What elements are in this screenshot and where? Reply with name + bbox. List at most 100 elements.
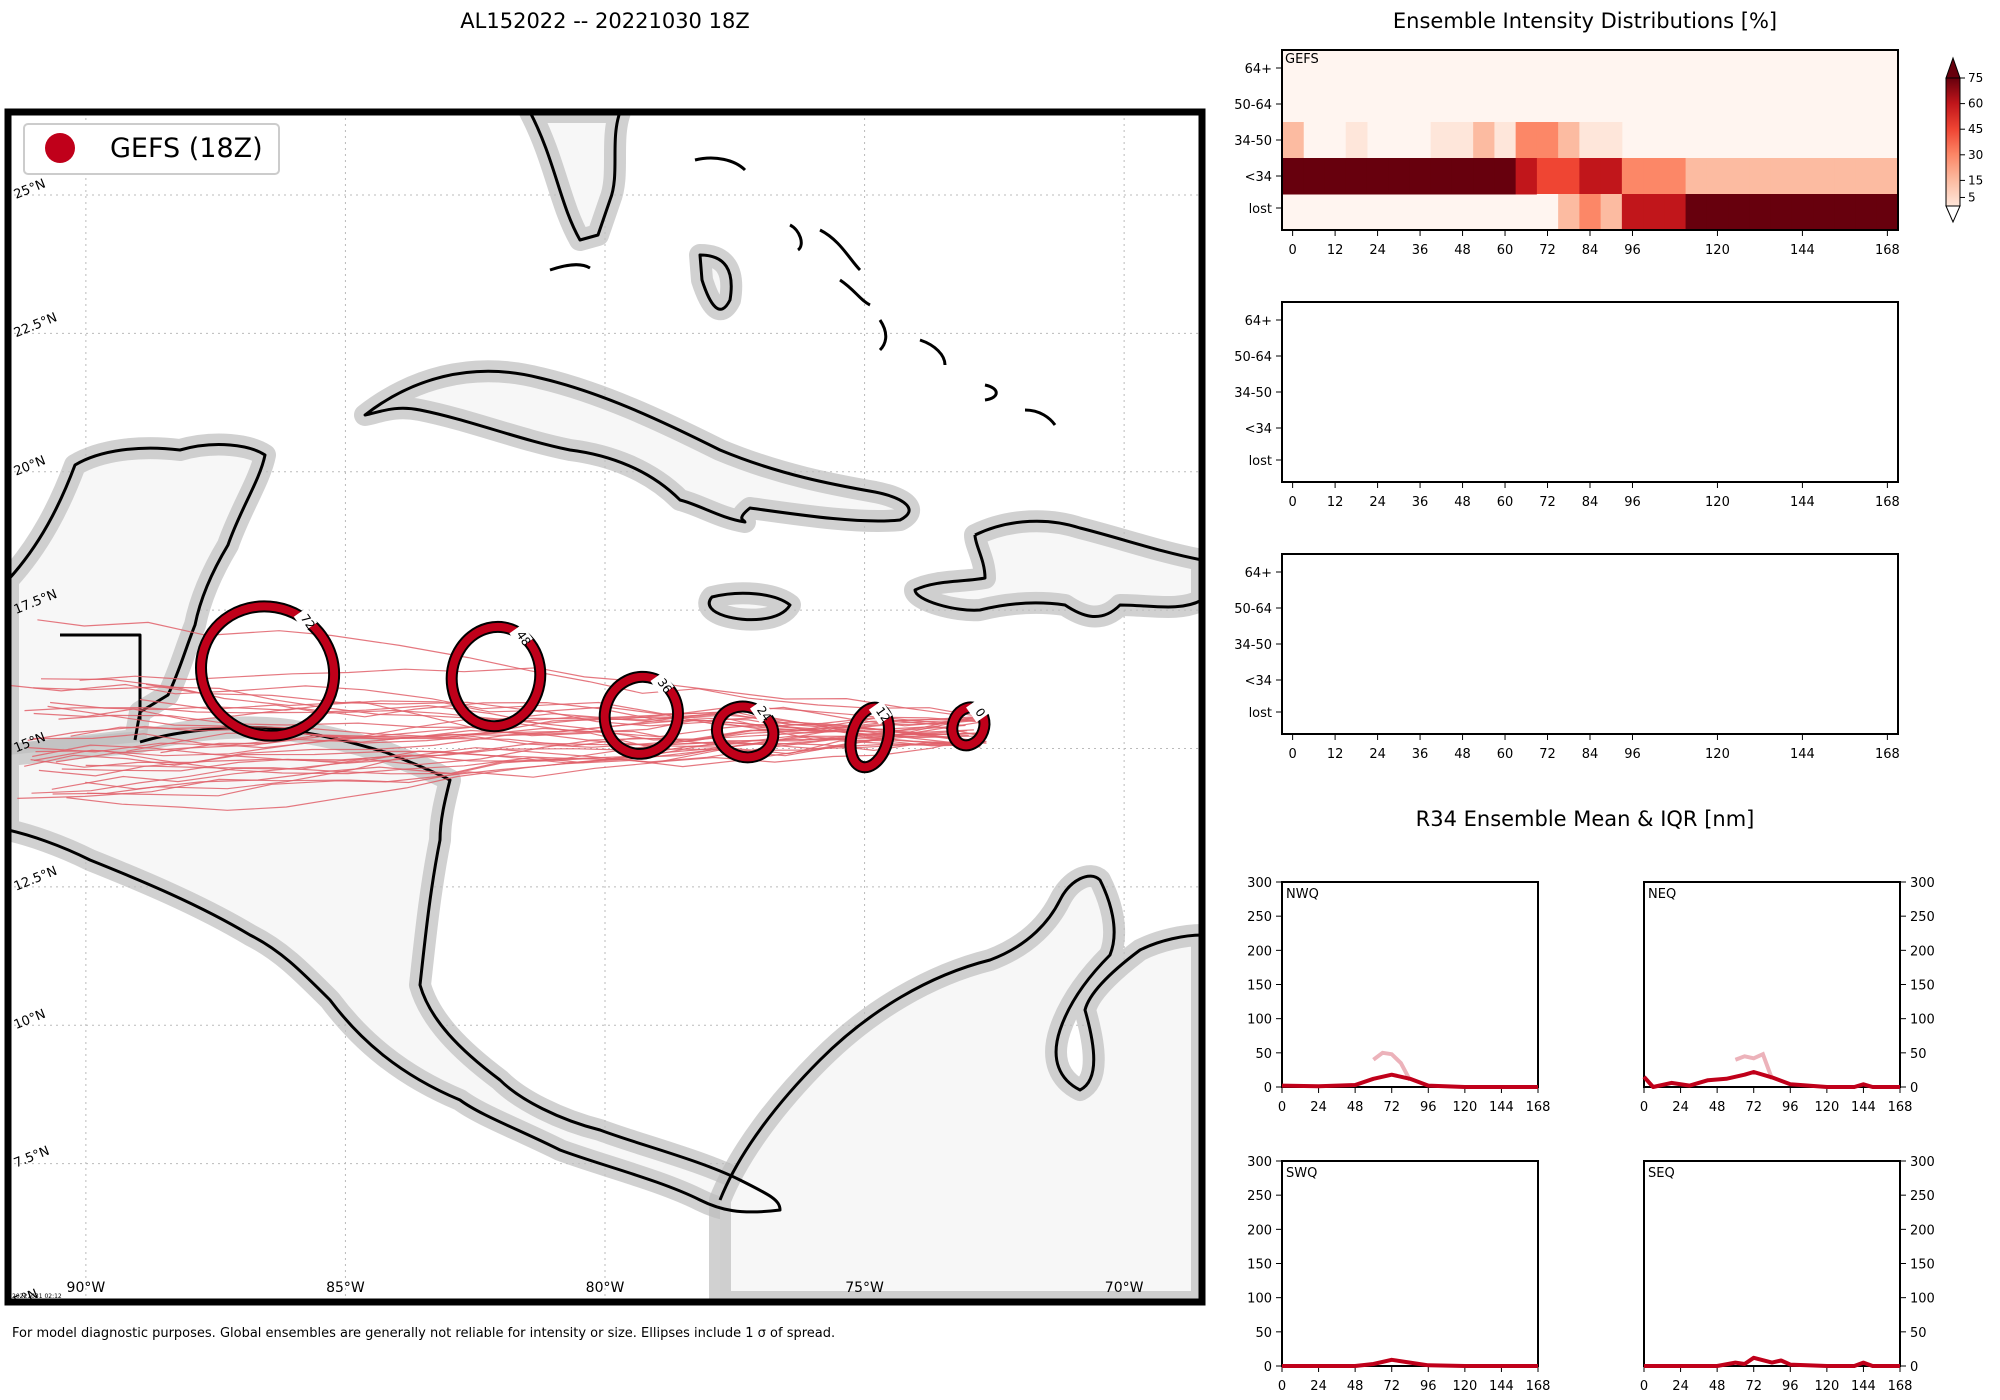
- ensemble-track: [9, 683, 977, 727]
- r34-y-tick-label: 50: [1255, 1326, 1272, 1341]
- row-tick-label: 50-64: [1234, 602, 1272, 617]
- r34-x-tick-label: 144: [1851, 1379, 1876, 1394]
- r34-x-tick-label: 144: [1489, 1100, 1514, 1115]
- intensity-panel: 64+ 50-64 34-50 <34 lost 0 12 24 36 48 60 72 84 96 120…: [1234, 301, 1900, 510]
- r34-panel: SWQ 0 50 100 150 200 250 300 0 24 48 72 96 120 144 168: [1247, 1155, 1550, 1394]
- row-tick-label: 64+: [1245, 314, 1272, 329]
- heatmap-cell: [1728, 158, 1750, 195]
- r34-panel: SEQ 0 50 100 150 200 250 300 0 24 48 72 96 120 144 168: [1640, 1155, 1935, 1394]
- r34-y-tick-label: 100: [1247, 1013, 1272, 1028]
- heatmap-cell: [1494, 158, 1517, 195]
- heatmap-cell: [1579, 122, 1602, 159]
- r34-y-tick-label: 100: [1910, 1292, 1935, 1307]
- hour-tick-label: 96: [1624, 495, 1641, 510]
- hour-tick-label: 48: [1454, 495, 1471, 510]
- map-frame: [4, 108, 1206, 1306]
- ellipse-label-bg: [650, 671, 674, 696]
- ensemble-track: [139, 698, 986, 741]
- hour-tick-label: 168: [1875, 243, 1900, 258]
- heatmap-cell: [1643, 158, 1665, 195]
- r34-x-tick-label: 144: [1851, 1100, 1876, 1115]
- heatmap-cell: [1791, 194, 1814, 231]
- heatmap-cell: [1409, 158, 1432, 195]
- r34-y-tick-label: 200: [1910, 1223, 1935, 1238]
- r34-x-tick-label: 72: [1745, 1379, 1762, 1394]
- r34-x-tick-label: 120: [1814, 1100, 1839, 1115]
- r34-x-tick-label: 168: [1888, 1379, 1913, 1394]
- heatmap-frame: [1281, 301, 1899, 483]
- row-tick-label: <34: [1245, 170, 1272, 185]
- heatmap-cell: [1536, 158, 1559, 195]
- heatmap-cell: [1515, 158, 1538, 195]
- hour-tick-label: 96: [1624, 747, 1641, 762]
- heatmap-cell: [1579, 194, 1602, 231]
- colorbar-top-arrow: [1945, 56, 1961, 79]
- heatmap-cell: [1855, 194, 1878, 231]
- r34-y-tick-label: 0: [1264, 1081, 1272, 1096]
- heatmap-cell: [1345, 122, 1368, 159]
- r34-x-tick-label: 24: [1310, 1100, 1327, 1115]
- r34-x-tick-label: 72: [1383, 1100, 1400, 1115]
- r34-y-tick-label: 0: [1910, 1081, 1918, 1096]
- r34-frame: [1281, 881, 1539, 1088]
- intensity-colorbar: 5 15 30 45 60 75: [1945, 56, 1983, 224]
- heatmap-cell: [1600, 122, 1623, 159]
- hour-tick-label: 60: [1497, 747, 1514, 762]
- hour-tick-label: 84: [1582, 243, 1599, 258]
- r34-x-tick-label: 72: [1383, 1379, 1400, 1394]
- heatmap-cell: [1749, 158, 1772, 195]
- hour-tick-label: 120: [1705, 747, 1730, 762]
- hour-tick-label: 12: [1327, 495, 1344, 510]
- ensemble-track: [85, 742, 968, 775]
- r34-y-tick-label: 150: [1910, 979, 1935, 994]
- r34-y-tick-label: 200: [1247, 1223, 1272, 1238]
- heatmap-cell: [1579, 158, 1602, 195]
- heatmap-cell: [1876, 194, 1899, 231]
- hour-tick-label: 24: [1369, 243, 1386, 258]
- ensemble-track: [17, 743, 962, 799]
- r34-y-tick-label: 300: [1910, 1155, 1935, 1170]
- row-tick-label: 50-64: [1234, 350, 1272, 365]
- r34-x-tick-label: 48: [1347, 1100, 1364, 1115]
- row-tick-label: 64+: [1245, 566, 1272, 581]
- r34-x-tick-label: 96: [1782, 1379, 1799, 1394]
- heatmap-cell: [1494, 122, 1517, 159]
- coast-bahamas: [549, 156, 1057, 426]
- r34-x-tick-label: 24: [1672, 1379, 1689, 1394]
- hour-tick-label: 60: [1497, 495, 1514, 510]
- hour-tick-label: 48: [1454, 243, 1471, 258]
- ensemble-track: [58, 714, 976, 742]
- r34-y-tick-label: 250: [1910, 910, 1935, 925]
- hour-tick-label: 60: [1497, 243, 1514, 258]
- heatmap-cell: [1685, 194, 1708, 231]
- heatmap-cell: [1728, 194, 1750, 231]
- ellipse-label-bg: [293, 607, 318, 632]
- hour-tick-label: 84: [1582, 495, 1599, 510]
- r34-mean-line: [1282, 1357, 1538, 1368]
- coast-south-america: [718, 874, 1202, 1201]
- colorbar-bottom-arrow: [1945, 205, 1961, 224]
- hour-tick-label: 144: [1790, 243, 1815, 258]
- heatmap-cell: [1791, 158, 1814, 195]
- hour-tick-label: 0: [1288, 495, 1296, 510]
- ensemble-track: [61, 716, 973, 772]
- hour-tick-label: 120: [1705, 243, 1730, 258]
- lon-tick-label: 75°W: [845, 1280, 884, 1296]
- colorbar-tick-label: 5: [1968, 190, 1976, 204]
- row-tick-label: 34-50: [1234, 386, 1272, 401]
- heatmap-cell: [1706, 194, 1729, 231]
- heatmap-cell: [1749, 194, 1772, 231]
- hour-tick-label: 72: [1539, 243, 1556, 258]
- heatmap-cell: [1366, 158, 1389, 195]
- coast-cuba: [363, 369, 911, 524]
- r34-y-tick-label: 150: [1247, 979, 1272, 994]
- r34-y-tick-label: 250: [1247, 910, 1272, 925]
- ensemble-track: [86, 720, 990, 797]
- r34-x-tick-label: 168: [1526, 1379, 1551, 1394]
- coast-hispaniola: [913, 519, 1202, 619]
- lon-tick-label: 90°W: [67, 1280, 106, 1296]
- colorbar-tick-label: 15: [1968, 173, 1983, 187]
- hour-tick-label: 0: [1288, 747, 1296, 762]
- row-tick-label: 34-50: [1234, 638, 1272, 653]
